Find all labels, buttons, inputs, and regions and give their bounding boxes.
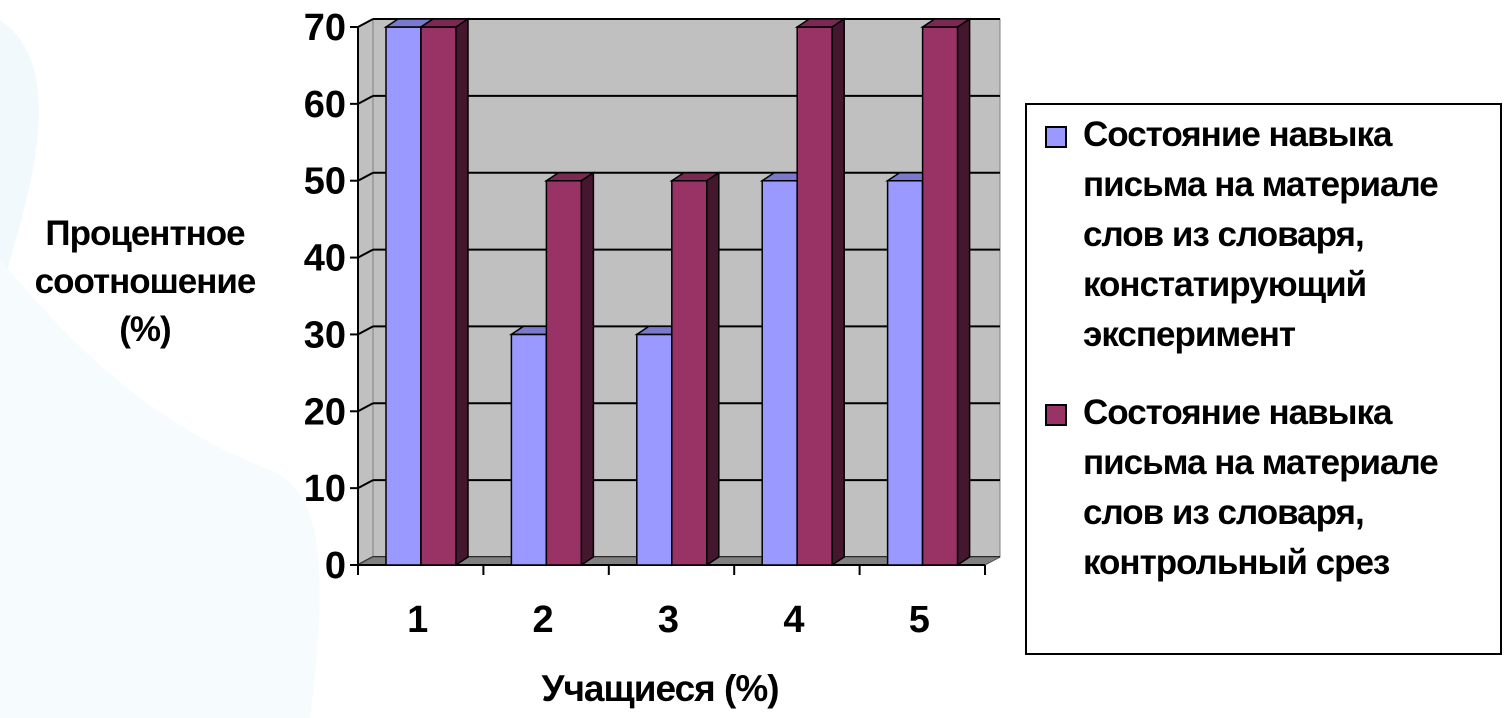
legend-line: письма на материале <box>1083 165 1439 204</box>
x-tick-labels: 1 2 3 4 5 <box>407 599 930 641</box>
bar-side <box>831 17 845 567</box>
legend-label-series-1: Состояние навыка письма на материале сло… <box>1083 110 1498 360</box>
x-axis-label: Учащиеся (%) <box>541 668 779 709</box>
gridline-side <box>357 94 374 105</box>
legend-swatch-series-2 <box>1045 404 1067 426</box>
y-tick-label: 40 <box>304 238 346 280</box>
legend-line: письма на материале <box>1083 443 1439 482</box>
bar-side <box>956 17 971 567</box>
bar <box>921 26 959 566</box>
legend-line: Состояние навыка <box>1083 115 1393 154</box>
bar-side <box>706 171 720 567</box>
gridline-side <box>357 171 374 182</box>
y-tick-label: 70 <box>304 7 346 49</box>
y-axis-label-line-1: Процентное <box>45 214 245 253</box>
y-tick-label: 60 <box>304 84 346 126</box>
bar <box>796 26 833 566</box>
bar <box>636 333 673 566</box>
gridline-side <box>357 402 374 413</box>
x-tick-label: 5 <box>909 599 930 641</box>
bar <box>671 179 708 566</box>
bar <box>385 26 422 566</box>
bar <box>420 26 457 566</box>
legend: Состояние навыка письма на материале сло… <box>1025 103 1502 655</box>
y-tick-label: 0 <box>325 545 346 587</box>
y-tick-label: 20 <box>304 391 346 433</box>
legend-line: контрольный срез <box>1083 543 1390 582</box>
gridline-side <box>357 479 374 490</box>
legend-line: слов из словаря, <box>1083 493 1365 532</box>
legend-swatch-series-1 <box>1045 126 1067 148</box>
gridline-side <box>357 325 374 336</box>
y-axis-label: Процентное соотношение (%) <box>0 210 290 354</box>
gridline-side <box>357 248 374 259</box>
legend-line: эксперимент <box>1083 315 1296 354</box>
x-tick-label: 1 <box>407 599 428 641</box>
x-tick-label: 4 <box>783 599 804 641</box>
y-tick-label: 50 <box>304 161 346 203</box>
bar <box>886 179 924 566</box>
x-tick-label: 3 <box>658 599 679 641</box>
bar-side <box>580 171 595 567</box>
bar-side <box>455 17 469 567</box>
legend-line: Состояние навыка <box>1083 393 1393 432</box>
y-tick-labels: 0 10 20 30 40 50 60 70 <box>304 7 346 587</box>
legend-label-series-2: Состояние навыка письма на материале сло… <box>1083 388 1498 588</box>
gridline-side <box>357 18 374 28</box>
legend-line: констатирующий <box>1083 265 1367 304</box>
y-axis-label-line-2: соотношение <box>34 262 257 301</box>
bars <box>383 17 973 567</box>
y-axis-label-line-3: (%) <box>119 310 171 349</box>
y-tick-label: 10 <box>304 468 346 510</box>
bar <box>761 179 798 566</box>
bar <box>510 333 548 566</box>
bar <box>545 179 583 566</box>
x-tick-label: 2 <box>533 599 554 641</box>
y-tick-label: 30 <box>304 314 346 356</box>
legend-line: слов из словаря, <box>1083 215 1365 254</box>
